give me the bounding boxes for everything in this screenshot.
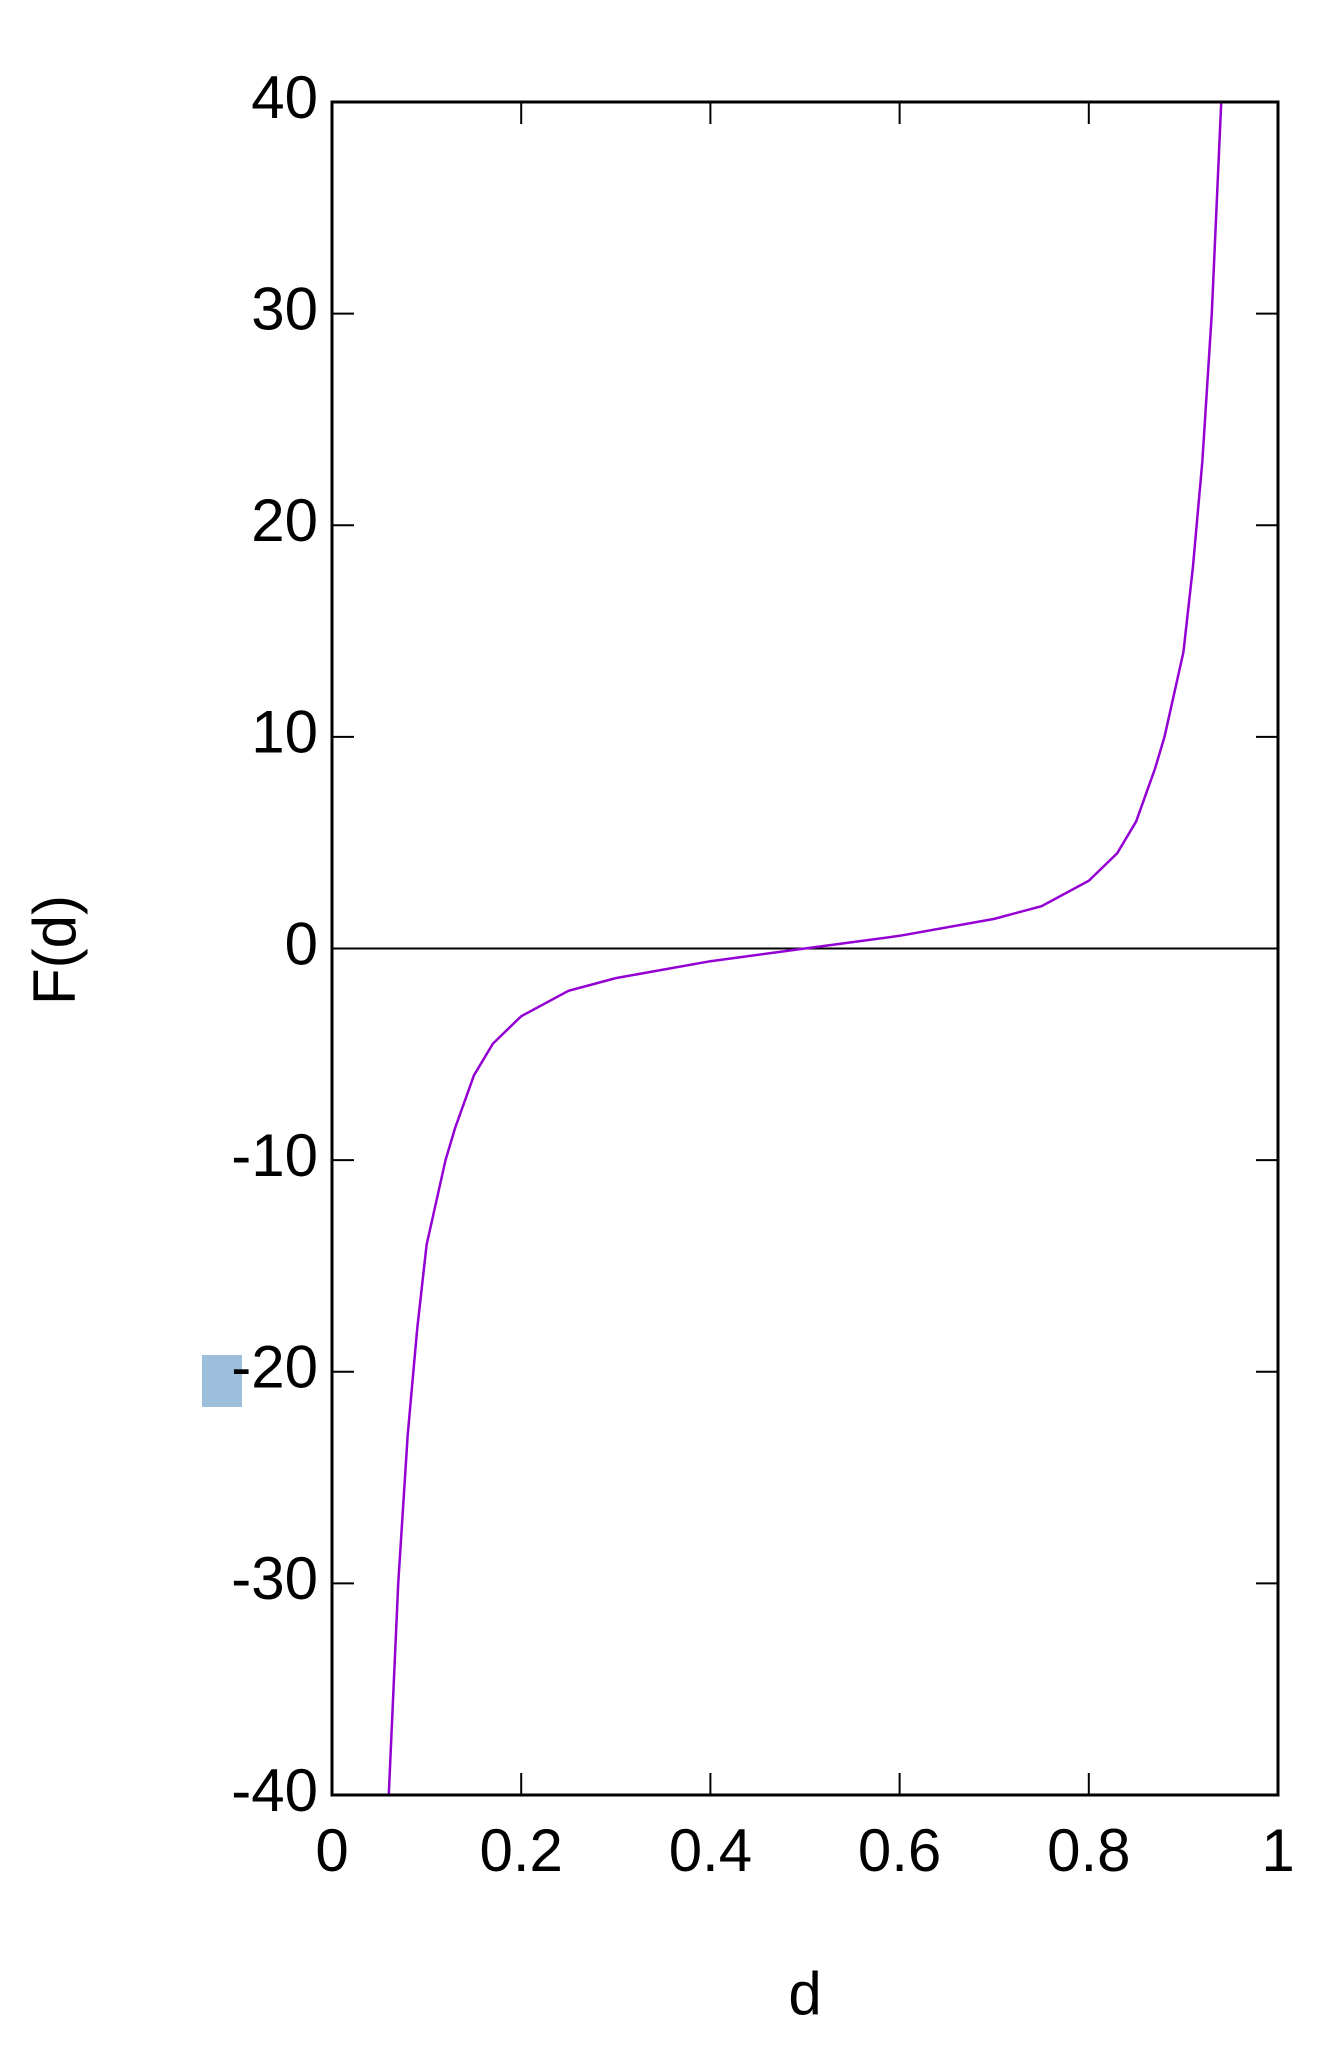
y-tick-label: 0 (285, 910, 318, 977)
y-tick-label: 10 (251, 699, 318, 766)
x-tick-label: 0.2 (479, 1817, 562, 1884)
data-line (387, 102, 1223, 1795)
y-tick-label: 40 (251, 64, 318, 131)
x-tick-label: 0.4 (669, 1817, 752, 1884)
x-tick-label: 0 (315, 1817, 348, 1884)
y-tick-label: -10 (231, 1122, 318, 1189)
y-tick-label: 20 (251, 487, 318, 554)
selection-highlight (202, 1355, 242, 1407)
x-tick-label: 1 (1261, 1817, 1294, 1884)
x-tick-label: 0.6 (858, 1817, 941, 1884)
x-axis-label: d (788, 1960, 821, 2027)
y-tick-label: -40 (231, 1757, 318, 1824)
x-tick-label: 0.8 (1047, 1817, 1130, 1884)
y-tick-label: -20 (231, 1334, 318, 1401)
y-tick-label: -30 (231, 1545, 318, 1612)
plot-frame (330, 100, 1280, 1797)
y-tick-label: 30 (251, 275, 318, 342)
y-axis-label: F(d) (21, 895, 88, 1005)
